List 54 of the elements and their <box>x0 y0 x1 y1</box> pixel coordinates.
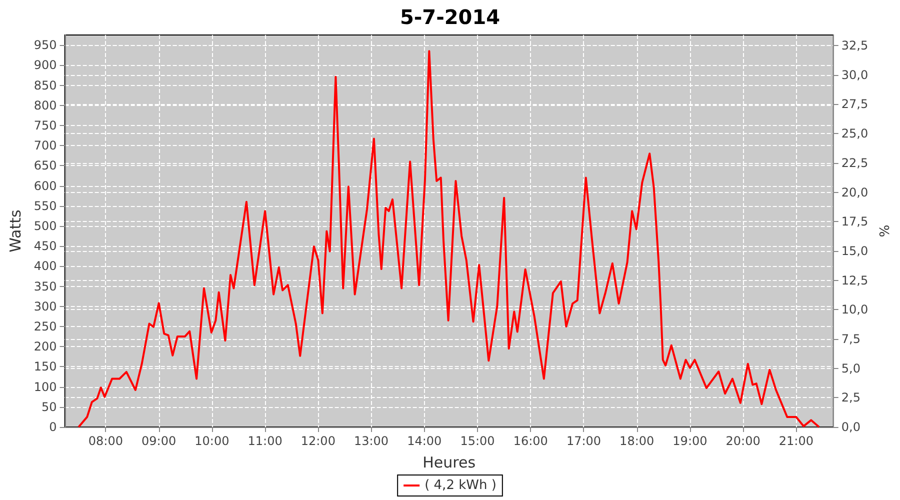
y2-tick-label: 5,0 <box>841 361 860 376</box>
x-tick-label: 14:00 <box>407 434 442 448</box>
x-tick-label: 20:00 <box>726 434 760 448</box>
y2-tick-label: 32,5 <box>841 38 868 53</box>
x-tick-label: 15:00 <box>460 434 495 448</box>
y2-tick-label: 30,0 <box>841 68 868 82</box>
y-tick-label: 500 <box>34 218 57 233</box>
y-tick-label: 750 <box>34 118 57 132</box>
y-tick-label: 300 <box>34 299 57 314</box>
line-series <box>78 50 820 428</box>
y-axis-title: Watts <box>6 210 24 252</box>
y-tick-label: 650 <box>34 158 57 173</box>
y-tick-label: 200 <box>34 340 57 354</box>
x-tick-label: 11:00 <box>248 434 282 448</box>
y2-tick-label: 22,5 <box>841 156 868 170</box>
y-tick-label: 250 <box>34 319 57 334</box>
y-tick-label: 450 <box>34 239 57 254</box>
y2-tick-label: 10,0 <box>841 302 868 317</box>
x-axis-title: Heures <box>422 454 476 472</box>
y-tick-label: 700 <box>34 138 57 153</box>
y-tick-label: 400 <box>34 259 57 274</box>
y-tick-label: 950 <box>34 38 57 52</box>
y2-tick-label: 20,0 <box>841 185 868 200</box>
y2-tick-label: 2,5 <box>841 390 860 405</box>
y-tick-label: 850 <box>34 78 57 92</box>
x-tick-label: 08:00 <box>88 434 123 448</box>
x-tick-label: 16:00 <box>513 434 548 448</box>
x-tick-label: 19:00 <box>672 434 708 448</box>
x-tick-label: 18:00 <box>620 434 654 448</box>
y-tick-label: 100 <box>34 380 57 394</box>
chart-title: 5-7-2014 <box>400 5 500 29</box>
y-tick-label: 800 <box>34 98 57 112</box>
y2-tick-label: 15,0 <box>841 244 868 258</box>
x-tick-label: 09:00 <box>142 434 176 448</box>
y-tick-label: 900 <box>34 58 57 72</box>
y-tick-label: 50 <box>42 400 57 414</box>
y2-tick-label: 0,0 <box>841 420 860 434</box>
y-tick-label: 600 <box>34 178 57 193</box>
y-tick-label: 0 <box>49 420 57 434</box>
y-tick-label: 150 <box>34 360 57 374</box>
x-tick-label: 17:00 <box>566 434 602 448</box>
y-tick-label: 350 <box>34 279 57 294</box>
y2-axis-title: % <box>878 224 893 238</box>
x-tick-label: 21:00 <box>778 434 814 448</box>
x-tick-label: 10:00 <box>194 434 230 448</box>
y2-tick-label: 27,5 <box>841 97 868 112</box>
y2-tick-label: 7,5 <box>841 332 860 346</box>
y2-tick-label: 25,0 <box>841 126 868 141</box>
y2-tick-label: 17,5 <box>841 214 868 229</box>
legend-label: ( 4,2 kWh ) <box>424 478 496 493</box>
y2-tick-label: 12,5 <box>841 273 868 288</box>
x-tick-label: 12:00 <box>300 434 336 448</box>
y-tick-label: 550 <box>34 198 57 213</box>
x-tick-label: 13:00 <box>354 434 389 448</box>
